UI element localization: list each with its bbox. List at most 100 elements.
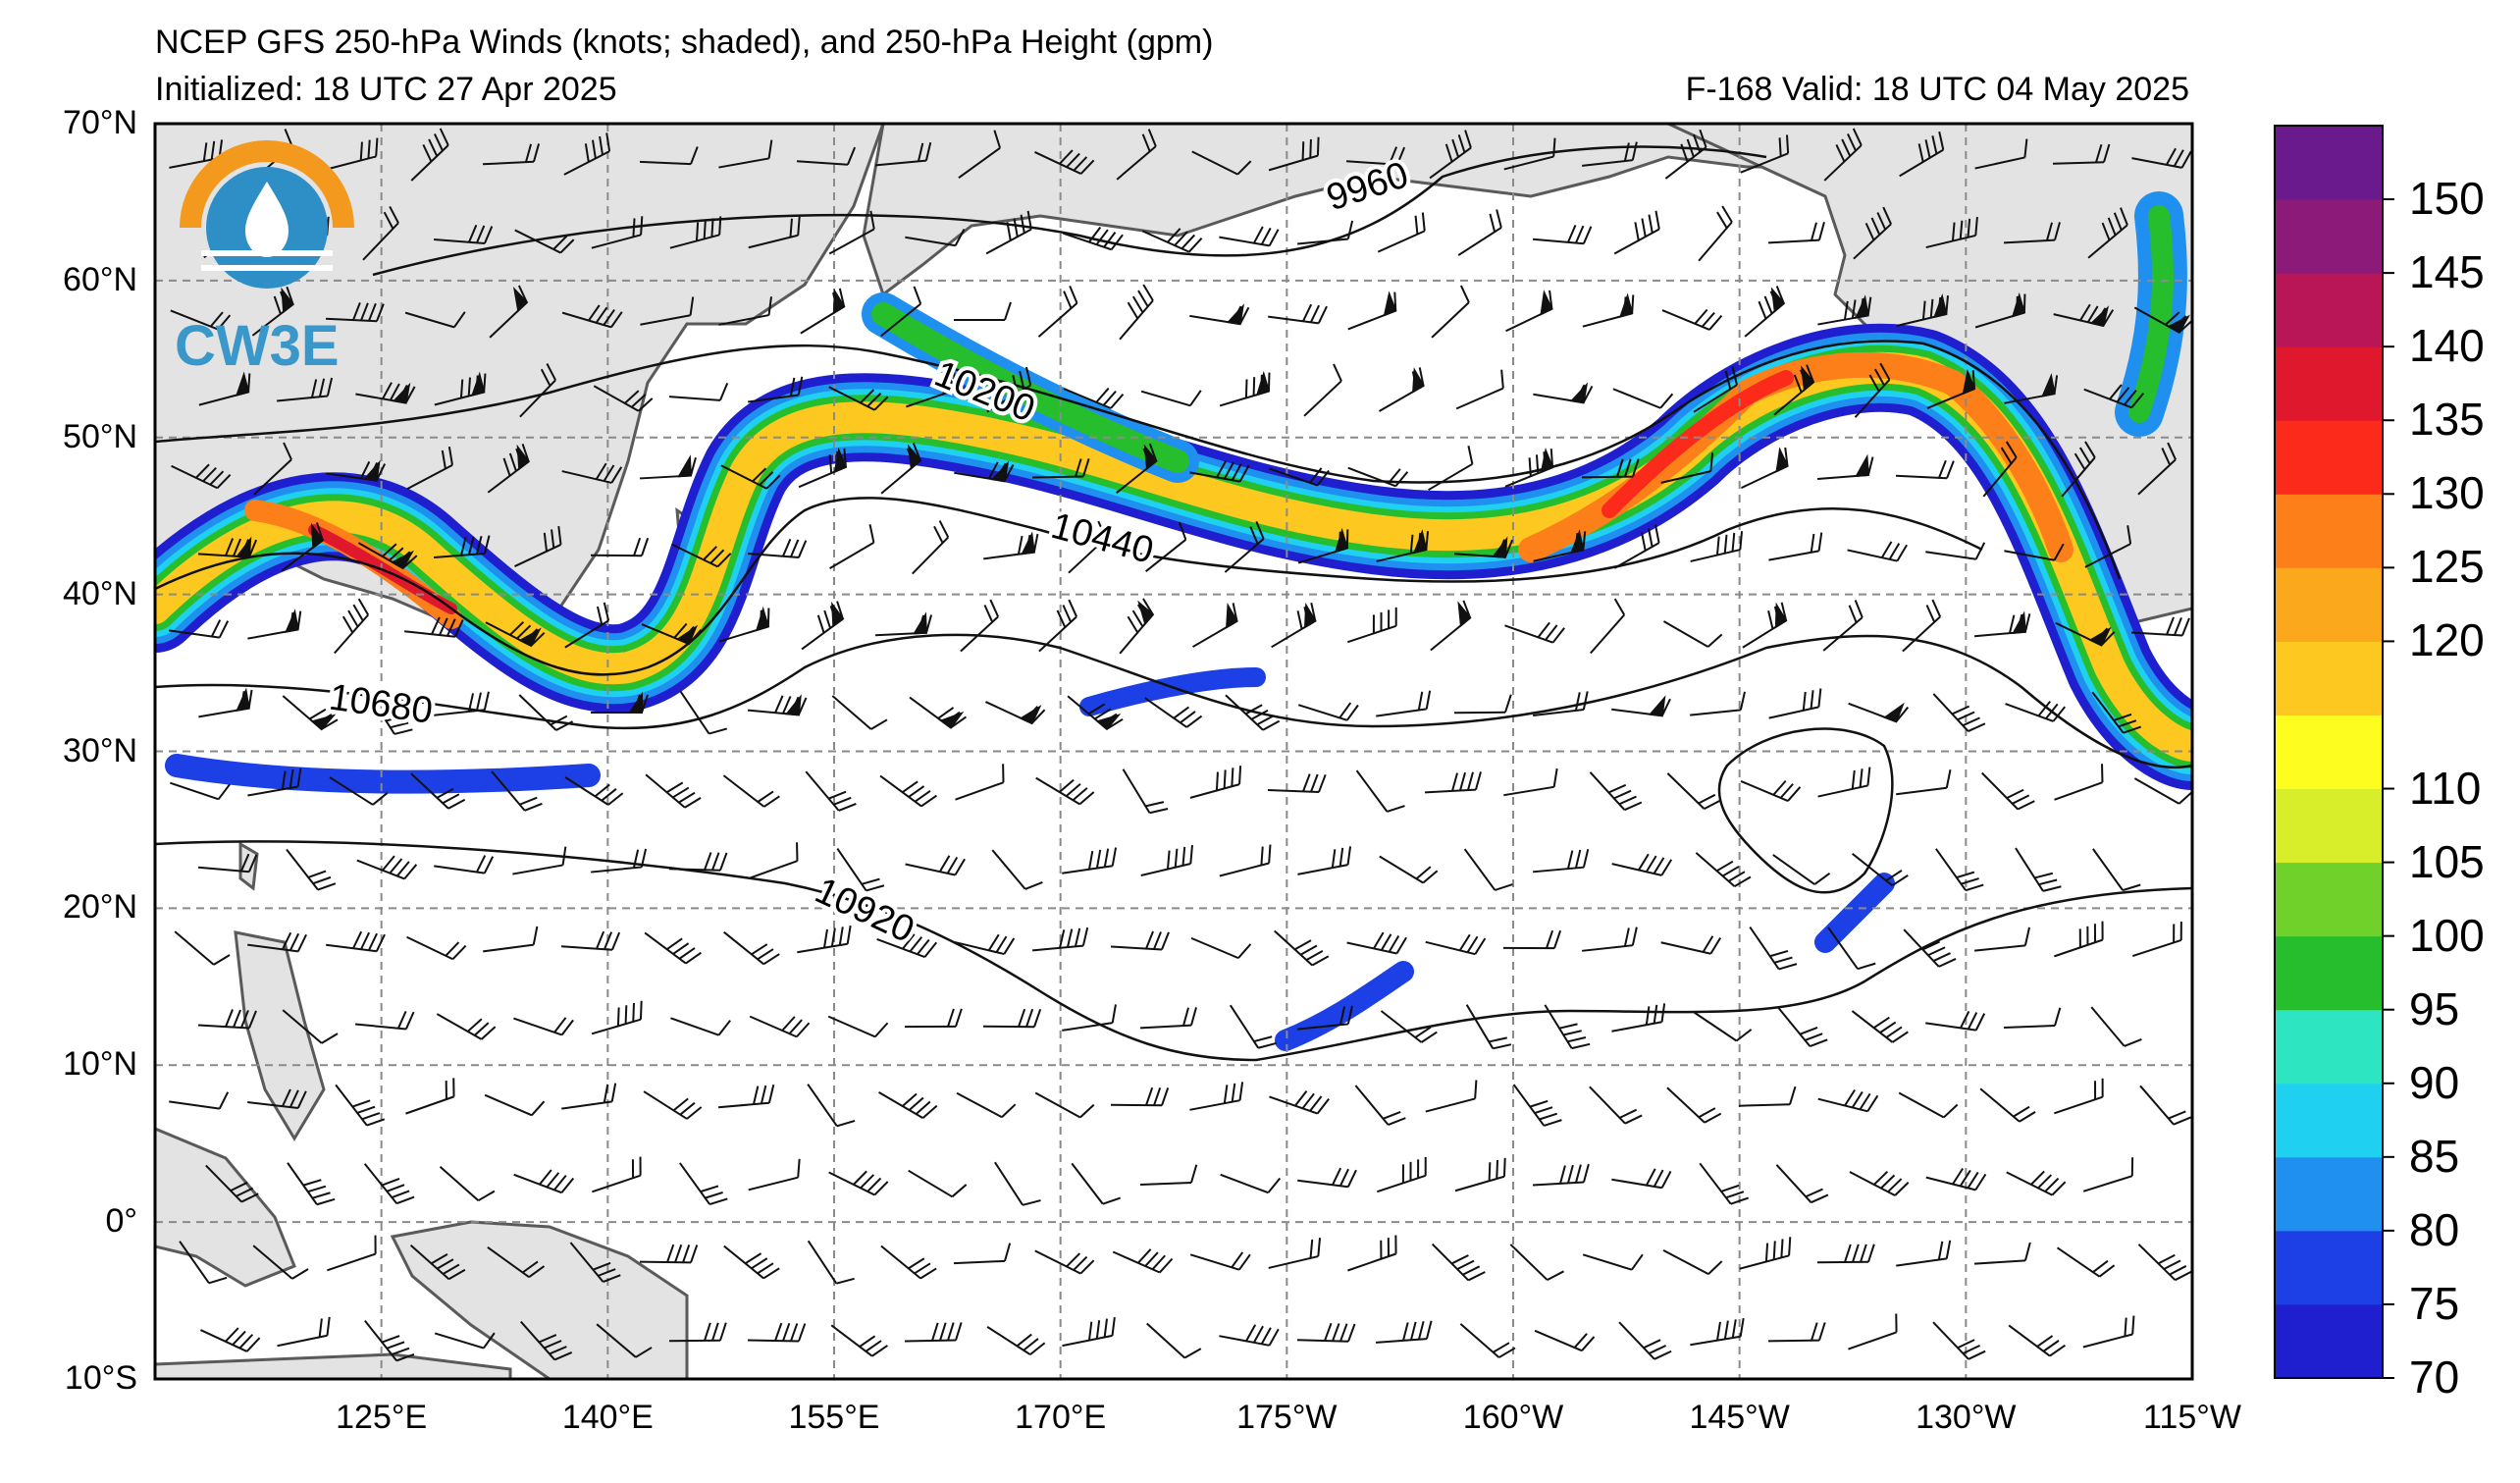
wind-barb <box>1693 366 1738 413</box>
wind-barb <box>1297 220 1354 245</box>
colorbar-label: 85 <box>2409 1130 2460 1182</box>
wind-barb <box>671 543 732 568</box>
wind-barb <box>282 1009 339 1044</box>
wind-barb <box>955 764 1005 801</box>
colorbar-segment <box>2275 1230 2383 1305</box>
wind-barb <box>878 1091 938 1119</box>
lon-label: 160°W <box>1462 1399 1564 1436</box>
wind-barb <box>670 1017 731 1036</box>
wind-barb <box>487 443 531 494</box>
wind-barb <box>1925 542 1986 560</box>
wind-barb <box>1303 363 1342 417</box>
contour-10680 <box>155 633 2192 769</box>
wind-barb <box>1611 1003 1666 1033</box>
wind-barb <box>434 224 494 245</box>
wind-barb <box>1613 524 1660 569</box>
colorbar-label: 140 <box>2409 320 2485 372</box>
colorbar-segment <box>2275 494 2383 568</box>
wind-barb <box>1974 291 2026 329</box>
wind-barb <box>1935 848 1984 892</box>
lat-label: 70°N <box>63 104 137 141</box>
colorbar-segment <box>2275 567 2383 642</box>
wind-barb <box>1112 1248 1174 1274</box>
wind-barb <box>199 1327 261 1352</box>
wind-barb <box>198 853 258 874</box>
wind-barb <box>904 1008 963 1029</box>
wind-barb <box>1974 138 2028 170</box>
wind-barb <box>985 210 1032 255</box>
wind-barb <box>1817 767 1871 798</box>
wind-barb <box>639 1244 699 1264</box>
wind-barb <box>953 301 1012 322</box>
wind-barb <box>1611 695 1671 717</box>
wind-barb <box>326 137 379 171</box>
wind-barb <box>590 691 649 715</box>
wind-barb <box>1378 367 1425 412</box>
wind-barb <box>1690 531 1744 562</box>
wind-barb <box>1852 853 1909 887</box>
wind-barb <box>1582 141 1638 167</box>
wind-barb <box>1666 772 1721 811</box>
wind-barb <box>982 1008 1042 1029</box>
wind-barb <box>171 463 232 490</box>
wind-barb <box>1662 620 1723 648</box>
wind-barb <box>512 846 567 875</box>
wind-barb <box>2006 1170 2067 1196</box>
wind-barb <box>364 1320 415 1362</box>
wind-barb <box>798 447 848 489</box>
wind-barb <box>1618 1321 1672 1360</box>
colorbar-label: 105 <box>2409 835 2485 887</box>
wind-barb <box>1219 844 1272 877</box>
wind-barb <box>1532 1163 1590 1187</box>
wind-barb <box>1582 1253 1644 1271</box>
wind-barb <box>1269 1090 1330 1115</box>
wind-barb <box>485 620 546 648</box>
wind-barb <box>252 1245 309 1280</box>
wind-barb <box>366 690 413 735</box>
wind-barb <box>1533 691 1589 716</box>
wind-barb <box>668 382 729 401</box>
wind-barb <box>828 386 889 411</box>
wind-barb <box>1582 927 1638 952</box>
wind-barb <box>831 695 888 730</box>
wind-barb <box>513 1017 574 1036</box>
wind-barb <box>2054 1078 2104 1115</box>
colorbar <box>2274 125 2394 1379</box>
wind-barb <box>668 1322 727 1343</box>
wind-barb <box>487 1246 546 1278</box>
wind-barb <box>251 286 294 337</box>
wind-barb <box>436 1013 497 1040</box>
wind-barb <box>1031 458 1090 479</box>
colorbar-label: 145 <box>2409 246 2485 298</box>
wind-barb <box>519 363 556 418</box>
wind-barb <box>1268 136 1320 172</box>
wind-barb <box>1268 1238 1322 1269</box>
lon-label: 155°E <box>788 1399 880 1436</box>
colorbar-label: 100 <box>2409 909 2485 961</box>
wind-barb <box>1189 303 1250 326</box>
wind-barb <box>247 609 302 640</box>
wind-barb <box>1454 1157 1506 1192</box>
wind-barb <box>287 1162 336 1206</box>
lat-label: 20°N <box>63 888 137 927</box>
wind-barb <box>2056 1246 2116 1278</box>
lat-label: 10°S <box>64 1359 137 1397</box>
map-title: NCEP GFS 250-hPa Winds (knots; shaded), … <box>155 24 1214 61</box>
wind-barb <box>355 1010 415 1031</box>
wind-barb <box>1431 1243 1486 1282</box>
wind-barb <box>1613 210 1660 255</box>
wind-barb <box>1589 1086 1643 1125</box>
wind-barb <box>960 599 1000 653</box>
wind-barb <box>1190 936 1252 960</box>
wind-barb <box>1661 308 1723 331</box>
wind-barb <box>639 454 697 480</box>
wind-barb <box>958 130 1002 180</box>
wind-barb <box>1926 369 1976 409</box>
wind-barb <box>404 616 464 638</box>
wind-barb <box>1297 1167 1357 1189</box>
wind-barb <box>641 622 703 646</box>
colorbar-frame <box>2274 125 2384 1379</box>
wind-barb <box>1847 541 1908 562</box>
wind-barb <box>1119 598 1155 655</box>
contour-high-cell <box>1717 727 1894 894</box>
